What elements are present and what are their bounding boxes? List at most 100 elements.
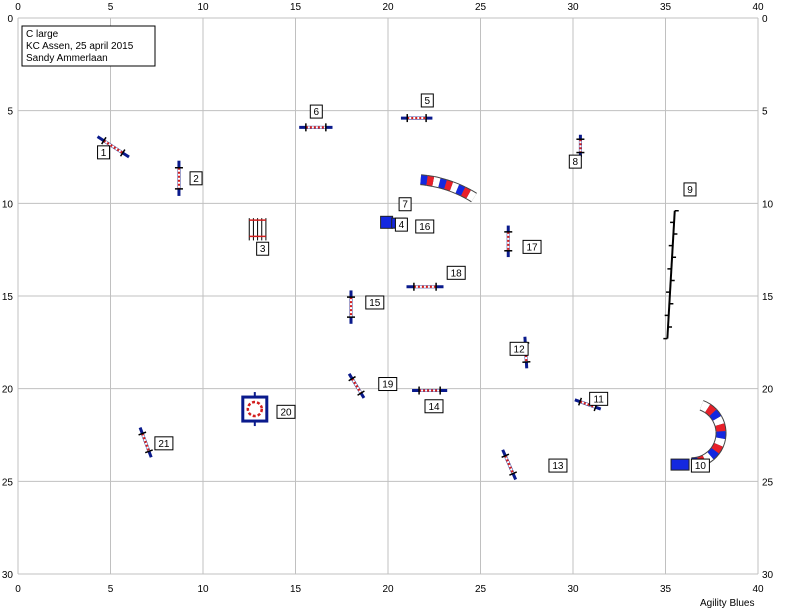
obstacle-number: 7 — [402, 200, 408, 211]
obstacle-label-box — [378, 377, 398, 392]
jump-bar — [504, 455, 515, 474]
y-tick-label-left: 25 — [2, 477, 14, 488]
obstacle-label-box — [568, 154, 582, 169]
grid — [17, 17, 759, 575]
credit-text: Agility Blues — [700, 598, 755, 609]
obstacle-label-5: 5 — [420, 93, 434, 108]
obstacle-label-box — [309, 104, 323, 119]
obstacle-label-box — [424, 399, 444, 414]
x-tick-label-top: 20 — [382, 2, 394, 13]
obstacle-9-weave — [663, 209, 679, 340]
x-tick-label-top: 30 — [567, 2, 579, 13]
jump-bar — [351, 378, 362, 394]
x-tick-label-top: 40 — [752, 2, 764, 13]
tunnel-end-cap — [380, 215, 394, 229]
x-tick-label-top: 5 — [108, 2, 114, 13]
info-line-3: Sandy Ammerlaan — [26, 53, 108, 64]
x-tick-label-bottom: 35 — [660, 584, 672, 595]
obstacle-1-jump — [96, 135, 130, 159]
obstacle-number: 2 — [193, 174, 199, 185]
obstacle-label-17: 17 — [522, 239, 542, 254]
obstacle-label-6: 6 — [309, 104, 323, 119]
obstacle-number: 1 — [101, 148, 107, 159]
tunnel-segment — [699, 401, 711, 413]
obstacle-label-1: 1 — [97, 145, 111, 160]
info-line-2: KC Assen, 25 april 2015 — [26, 41, 134, 52]
x-tick-label-top: 15 — [290, 2, 302, 13]
y-tick-label-right: 5 — [762, 107, 768, 118]
x-tick-label-bottom: 15 — [290, 584, 302, 595]
obstacle-20-tire — [241, 392, 269, 427]
x-tick-label-bottom: 5 — [108, 584, 114, 595]
tunnel-segment — [709, 409, 721, 421]
obstacle-3-double-jump — [248, 218, 267, 241]
obstacle-label-19: 19 — [378, 377, 398, 392]
obstacle-number: 9 — [687, 185, 693, 196]
obstacle-label-16: 16 — [415, 219, 435, 234]
tire-frame — [241, 395, 269, 423]
tunnel-segment — [714, 437, 726, 447]
tunnel-segment — [426, 175, 435, 186]
y-tick-label-right: 15 — [762, 292, 774, 303]
obstacle-label-box — [276, 404, 296, 419]
info-line-1: C large — [26, 29, 59, 40]
tunnel-end-cap — [670, 458, 690, 471]
tunnel-segment — [715, 423, 726, 432]
obstacle-label-15: 15 — [365, 295, 385, 310]
obstacle-number: 10 — [695, 461, 707, 472]
jump-bar — [579, 400, 596, 409]
y-tick-label-left: 30 — [2, 570, 14, 581]
obstacle-label-14: 14 — [424, 399, 444, 414]
obstacle-label-box — [365, 295, 385, 310]
jump-post — [119, 149, 126, 157]
obstacle-label-12: 12 — [509, 341, 529, 356]
jump-post — [144, 449, 153, 454]
y-tick-label-left: 5 — [7, 107, 13, 118]
obstacle-label-box — [509, 341, 529, 356]
tunnel-segment — [466, 190, 477, 202]
obstacle-label-box — [97, 145, 111, 160]
y-tick-label-right: 0 — [762, 14, 768, 25]
obstacle-14-jump — [412, 386, 448, 395]
obstacle-label-box — [690, 458, 710, 473]
obstacle-number: 19 — [382, 380, 394, 391]
jump-bar — [141, 433, 151, 452]
y-tick-label-right: 30 — [762, 570, 774, 581]
x-tick-label-bottom: 30 — [567, 584, 579, 595]
tunnel-segment — [432, 177, 441, 188]
obstacle-18-jump — [406, 282, 444, 291]
obstacle-label-7: 7 — [398, 197, 412, 212]
y-tick-label-left: 20 — [2, 385, 14, 396]
obstacle-label-10: 10 — [690, 458, 710, 473]
obstacle-label-box — [154, 436, 174, 451]
obstacles — [96, 114, 727, 481]
obstacle-number: 20 — [280, 407, 292, 418]
x-tick-label-top: 25 — [475, 2, 487, 13]
x-tick-label-top: 0 — [15, 2, 21, 13]
obstacle-number: 16 — [419, 222, 431, 233]
obstacle-2-jump — [174, 160, 183, 196]
x-tick-label-bottom: 20 — [382, 584, 394, 595]
jump-bar-base — [103, 139, 124, 154]
course-info-box: C large KC Assen, 25 april 2015 Sandy Am… — [21, 25, 156, 67]
obstacle-label-box — [415, 219, 435, 234]
obstacle-17-jump — [504, 225, 513, 258]
tunnel-segment — [713, 416, 725, 427]
jump-post — [138, 431, 147, 436]
obstacle-number: 15 — [369, 298, 381, 309]
obstacle-label-4: 4 — [394, 217, 408, 232]
tunnel-segment — [705, 404, 717, 416]
obstacle-label-2: 2 — [189, 171, 203, 186]
obstacle-label-box — [189, 171, 203, 186]
obstacle-8-jump — [576, 134, 585, 157]
obstacle-number: 12 — [514, 344, 526, 355]
obstacle-label-3: 3 — [256, 241, 270, 256]
obstacle-10-tunnel — [670, 400, 727, 471]
obstacle-19-jump — [347, 373, 366, 399]
obstacle-number: 3 — [260, 244, 266, 255]
tunnel-segment — [449, 182, 460, 193]
obstacle-5-jump — [400, 114, 433, 123]
